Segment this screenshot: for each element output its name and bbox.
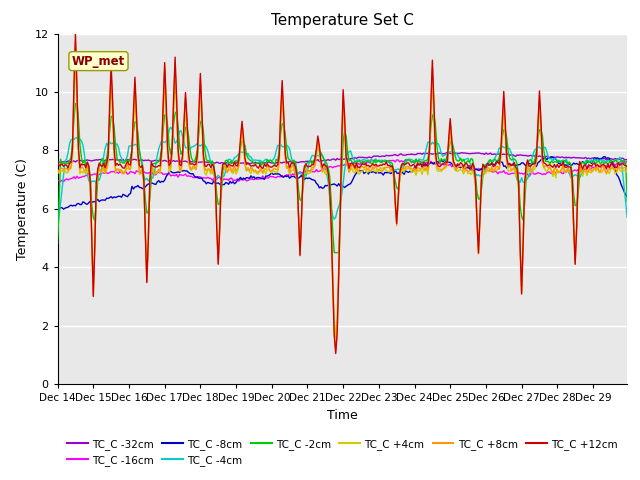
X-axis label: Time: Time <box>327 408 358 421</box>
Y-axis label: Temperature (C): Temperature (C) <box>16 158 29 260</box>
Title: Temperature Set C: Temperature Set C <box>271 13 414 28</box>
Text: WP_met: WP_met <box>72 55 125 68</box>
Legend: TC_C -32cm, TC_C -16cm, TC_C -8cm, TC_C -4cm, TC_C -2cm, TC_C +4cm, TC_C +8cm, T: TC_C -32cm, TC_C -16cm, TC_C -8cm, TC_C … <box>63 435 621 470</box>
